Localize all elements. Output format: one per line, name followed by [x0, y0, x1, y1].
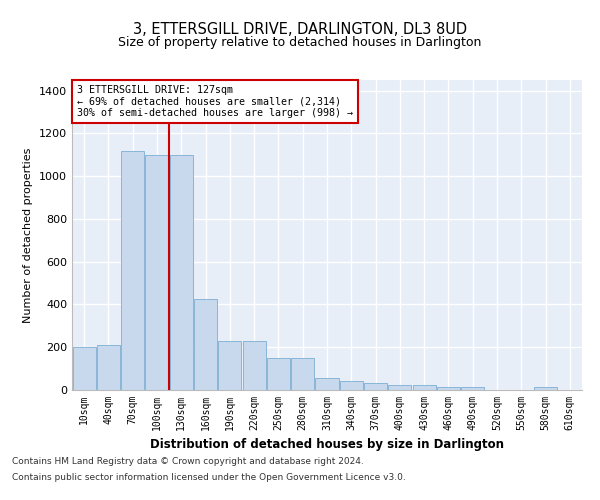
Bar: [194, 299, 217, 390]
Bar: [291, 358, 314, 390]
Bar: [534, 388, 557, 390]
Text: 3 ETTERSGILL DRIVE: 127sqm
← 69% of detached houses are smaller (2,314)
30% of s: 3 ETTERSGILL DRIVE: 127sqm ← 69% of deta…: [77, 84, 353, 118]
Bar: [170, 155, 193, 390]
Bar: [437, 387, 460, 390]
X-axis label: Distribution of detached houses by size in Darlington: Distribution of detached houses by size …: [150, 438, 504, 452]
Text: Size of property relative to detached houses in Darlington: Size of property relative to detached ho…: [118, 36, 482, 49]
Bar: [413, 385, 436, 390]
Bar: [218, 341, 241, 390]
Bar: [340, 382, 363, 390]
Bar: [364, 382, 387, 390]
Bar: [242, 341, 266, 390]
Bar: [145, 155, 169, 390]
Text: 3, ETTERSGILL DRIVE, DARLINGTON, DL3 8UD: 3, ETTERSGILL DRIVE, DARLINGTON, DL3 8UD: [133, 22, 467, 38]
Bar: [121, 150, 144, 390]
Bar: [97, 345, 120, 390]
Y-axis label: Number of detached properties: Number of detached properties: [23, 148, 34, 322]
Bar: [316, 378, 338, 390]
Text: Contains HM Land Registry data © Crown copyright and database right 2024.: Contains HM Land Registry data © Crown c…: [12, 458, 364, 466]
Bar: [461, 387, 484, 390]
Bar: [267, 358, 290, 390]
Bar: [73, 347, 95, 390]
Bar: [388, 385, 412, 390]
Text: Contains public sector information licensed under the Open Government Licence v3: Contains public sector information licen…: [12, 472, 406, 482]
